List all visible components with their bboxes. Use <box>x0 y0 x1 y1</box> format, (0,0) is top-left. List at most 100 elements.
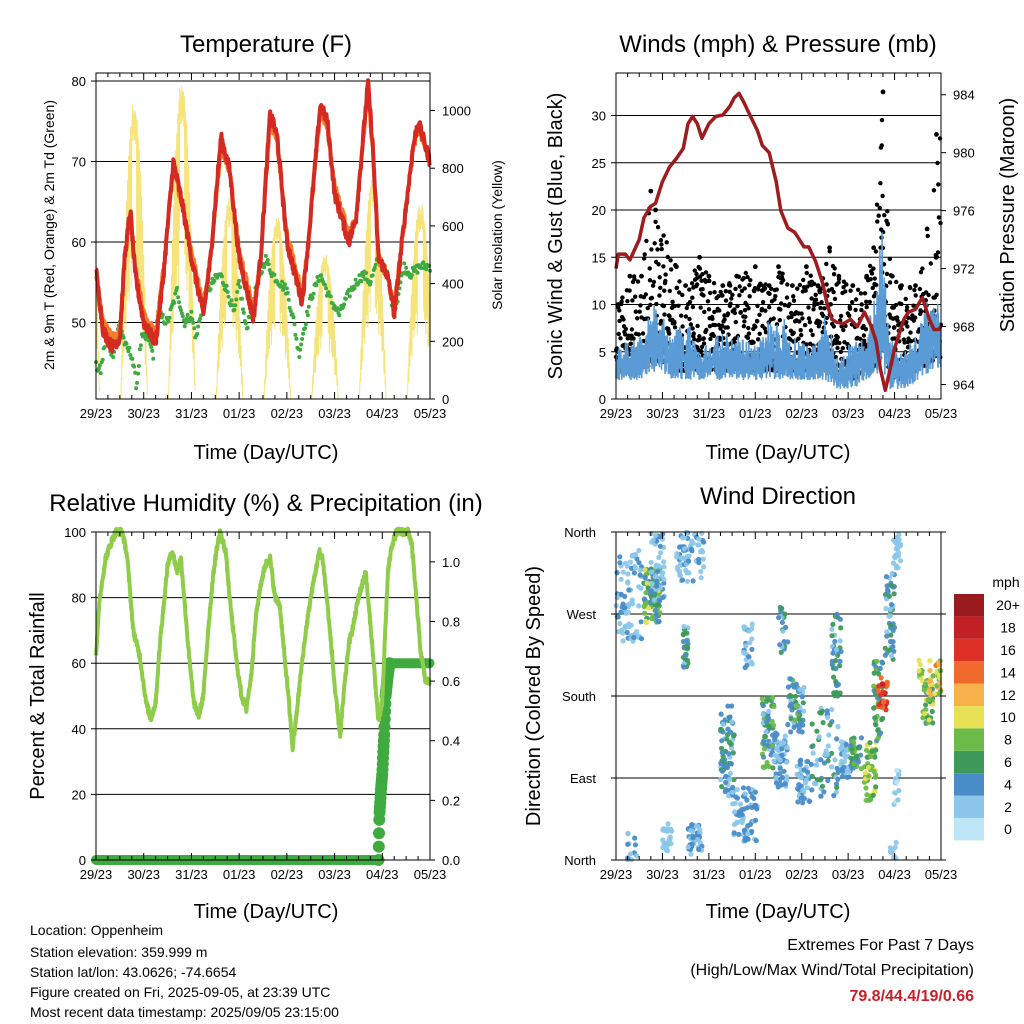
direction-point <box>867 740 873 746</box>
direction-point <box>632 842 639 848</box>
gust-point <box>791 294 796 299</box>
gust-point <box>707 324 713 329</box>
direction-point <box>739 812 745 818</box>
gust-point <box>699 278 704 283</box>
direction-point <box>740 785 747 791</box>
direction-point <box>835 724 841 730</box>
gust-point <box>708 290 713 296</box>
insolation-line <box>406 204 431 400</box>
direction-point <box>658 550 664 556</box>
winds-right-ylabel: Station Pressure (Maroon) <box>997 98 1019 333</box>
direction-point <box>833 647 840 653</box>
gust-point <box>787 302 792 307</box>
dewpoint-point <box>237 278 242 283</box>
gust-point <box>878 181 883 186</box>
dewpoint-point <box>301 331 306 336</box>
gust-point <box>920 266 925 271</box>
gust-point <box>700 272 705 277</box>
gust-point <box>638 303 643 308</box>
dewpoint-point <box>177 300 181 305</box>
gust-point <box>861 333 867 338</box>
dewpoint-point <box>111 355 116 360</box>
recent-timestamp: Most recent data timestamp: 2025/09/05 2… <box>30 1004 339 1020</box>
dewpoint-point <box>353 277 358 282</box>
precipitation-point <box>373 827 385 840</box>
gust-point <box>658 318 664 324</box>
direction-point <box>794 703 800 709</box>
gust-point <box>755 319 760 324</box>
gust-point <box>875 219 880 224</box>
direction-point <box>674 554 680 560</box>
direction-point <box>782 611 788 617</box>
gust-point <box>619 299 624 304</box>
direction-point <box>891 591 897 597</box>
temperature-x-tick-label: 03/23 <box>318 406 351 421</box>
direction-point <box>884 633 890 639</box>
direction-point <box>797 761 804 768</box>
direction-point <box>742 836 748 842</box>
dewpoint-point <box>368 279 373 284</box>
direction-point <box>930 673 936 679</box>
dewpoint-point <box>150 348 155 353</box>
dewpoint-point <box>229 298 234 303</box>
direction-point <box>634 556 640 562</box>
direction-point <box>617 554 623 560</box>
direction-x-tick-label: 01/23 <box>739 867 772 882</box>
direction-point <box>762 764 768 770</box>
dewpoint-point <box>304 309 309 314</box>
direction-point <box>700 556 706 562</box>
dewpoint-point <box>243 321 248 326</box>
direction-title: Wind Direction <box>700 483 856 510</box>
dewpoint-point <box>232 307 237 312</box>
gust-point <box>662 312 667 317</box>
gust-point <box>762 286 768 291</box>
direction-point <box>731 830 737 836</box>
direction-point <box>796 724 803 731</box>
gust-point <box>807 320 813 325</box>
direction-point <box>895 546 901 552</box>
gust-point <box>782 302 787 308</box>
direction-point <box>821 789 827 795</box>
gust-point <box>747 282 752 288</box>
dewpoint-point <box>284 286 289 291</box>
direction-point <box>645 585 651 591</box>
direction-point <box>893 539 899 546</box>
direction-point <box>681 546 687 552</box>
direction-point <box>923 702 929 708</box>
direction-point <box>660 826 667 832</box>
direction-x-tick-label: 29/23 <box>600 867 633 882</box>
gust-point <box>716 322 721 328</box>
dewpoint-point <box>176 295 181 300</box>
gust-point <box>867 299 872 305</box>
direction-point <box>781 768 787 774</box>
direction-point <box>660 837 666 843</box>
gust-point <box>623 332 628 337</box>
dewpoint-point <box>424 267 429 272</box>
temperature-x-tick-label: 02/23 <box>271 406 304 421</box>
dewpoint-point <box>130 356 135 361</box>
direction-point <box>678 555 684 561</box>
direction-point <box>696 846 702 853</box>
gust-peak-point <box>766 283 772 288</box>
gust-point <box>680 292 685 298</box>
gust-point <box>753 324 758 329</box>
direction-point <box>616 629 622 635</box>
gust-point <box>733 336 738 341</box>
gust-point <box>668 258 673 263</box>
gust-point <box>858 291 864 296</box>
direction-point <box>698 549 704 555</box>
gust-point <box>659 242 664 247</box>
humidity-y-tick-label: 20 <box>72 787 86 802</box>
gust-point <box>784 295 790 300</box>
gust-point <box>687 316 692 322</box>
gust-point <box>777 318 782 323</box>
direction-point <box>825 777 831 784</box>
gust-point <box>617 308 622 313</box>
gust-point <box>876 213 881 218</box>
gust-point <box>645 305 650 311</box>
humidity-gridlines <box>96 597 430 795</box>
gust-peak-point <box>627 273 633 279</box>
gust-point <box>625 299 630 304</box>
gust-point <box>684 305 689 311</box>
